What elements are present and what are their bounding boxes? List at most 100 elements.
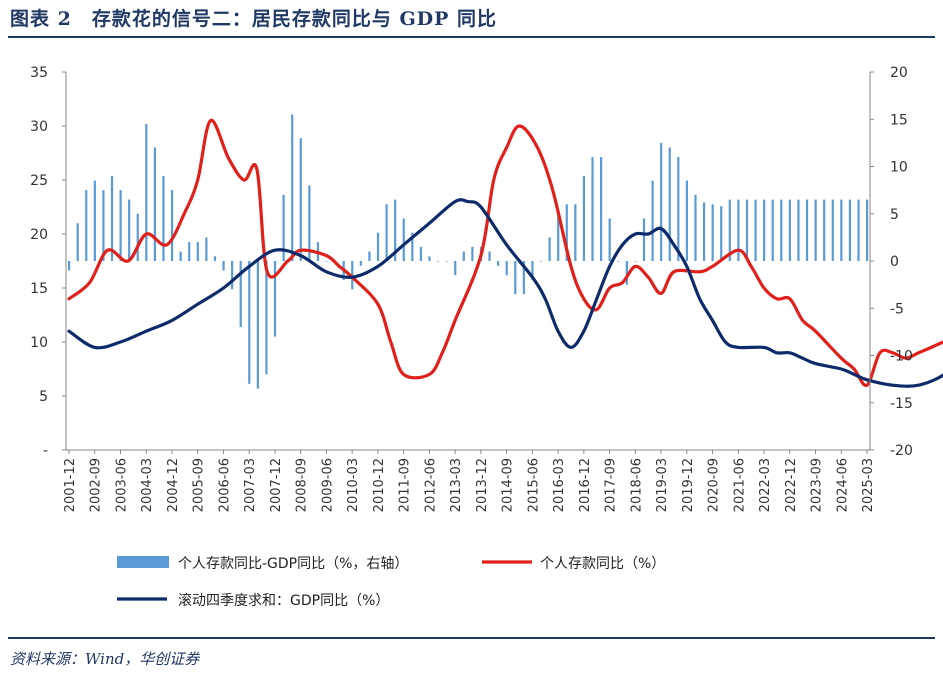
bar-mark: [565, 204, 568, 261]
bar-mark: [625, 261, 628, 285]
bar-series: [68, 114, 869, 389]
bar-mark: [273, 261, 277, 337]
bar-mark: [282, 194, 285, 261]
bar-mark: [763, 199, 766, 261]
bar-mark: [196, 242, 199, 261]
bar-mark: [231, 261, 234, 290]
bar-mark: [419, 246, 423, 261]
axes: -5101520253035-20-15-10-5051015202001-12…: [30, 65, 913, 512]
bar-mark: [205, 237, 208, 261]
right-tick-label: -10: [890, 349, 913, 365]
x-tick-label: 2018-06: [629, 458, 644, 512]
bar-mark: [617, 261, 620, 262]
bar-mark: [102, 190, 105, 261]
x-tick-label: 2013-12: [475, 458, 490, 512]
bar-mark: [642, 218, 646, 261]
x-tick-label: 2010-03: [346, 458, 361, 512]
x-tick-label: 2017-09: [604, 458, 619, 512]
gdp-yoy-line: [67, 198, 943, 388]
bar-mark: [299, 138, 302, 261]
bar-mark: [557, 213, 560, 261]
x-tick-label: 2023-09: [810, 458, 825, 512]
bar-mark: [411, 232, 414, 261]
left-tick-label: 35: [30, 65, 48, 81]
bar-mark: [170, 190, 174, 261]
bar-mark: [548, 237, 551, 261]
bar-mark: [848, 199, 852, 261]
bar-mark: [436, 261, 440, 262]
right-tick-label: -20: [890, 443, 913, 459]
bar-mark: [162, 175, 165, 261]
bar-mark: [291, 114, 294, 262]
x-tick-label: 2013-03: [449, 458, 464, 512]
bar-mark: [359, 261, 362, 266]
legend: 个人存款同比-GDP同比（%，右轴） 个人存款同比（%） 滚动四季度求和：GDP同比…: [117, 556, 665, 609]
bar-mark: [136, 213, 139, 261]
bar-mark: [591, 157, 594, 261]
bar-mark: [239, 261, 242, 328]
bar-mark: [728, 199, 731, 261]
bar-mark: [651, 180, 654, 261]
bar-mark: [376, 232, 380, 261]
x-tick-label: 2003-06: [114, 458, 129, 512]
bar-mark: [179, 251, 182, 261]
bar-mark: [539, 261, 543, 262]
bar-mark: [668, 147, 671, 261]
bar-mark: [471, 246, 474, 261]
bar-mark: [385, 204, 388, 261]
x-tick-label: 2004-03: [140, 458, 155, 512]
bar-mark: [857, 199, 860, 261]
bar-mark: [394, 199, 397, 261]
source-rule: [8, 637, 935, 639]
x-tick-label: 2012-06: [423, 458, 438, 512]
x-tick-label: 2008-09: [295, 458, 310, 512]
bar-mark: [866, 199, 869, 261]
bar-mark: [488, 251, 491, 261]
right-tick-label: 15: [890, 112, 908, 128]
x-tick-label: 2019-03: [655, 458, 670, 512]
bar-mark: [608, 218, 611, 261]
bar-mark: [222, 261, 225, 271]
bar-mark: [68, 261, 71, 271]
bar-mark: [110, 175, 114, 261]
bar-mark: [805, 199, 809, 261]
right-tick-label: 0: [890, 254, 899, 270]
bar-mark: [720, 206, 723, 261]
left-tick-label: 15: [30, 281, 48, 297]
bar-mark: [256, 261, 259, 389]
bar-mark: [600, 157, 603, 261]
bar-mark: [265, 261, 268, 375]
bar-mark: [213, 256, 217, 261]
x-tick-label: 2016-12: [578, 458, 593, 512]
bar-mark: [694, 194, 697, 261]
bar-mark: [823, 199, 826, 261]
x-tick-label: 2014-09: [501, 458, 516, 512]
bar-mark: [737, 199, 740, 261]
bar-mark: [462, 251, 465, 261]
bar-mark: [634, 261, 637, 262]
x-tick-label: 2024-06: [835, 458, 850, 512]
left-tick-label: 5: [39, 389, 48, 405]
bar-mark: [325, 261, 328, 262]
bar-mark: [771, 199, 774, 261]
x-tick-label: 2010-12: [372, 458, 387, 512]
right-tick-label: -15: [890, 396, 913, 412]
bar-mark: [402, 218, 405, 261]
title-rule: [8, 36, 935, 38]
x-tick-label: 2001-12: [63, 458, 78, 512]
bar-mark: [93, 180, 96, 261]
bar-mark: [454, 261, 457, 276]
bar-mark: [514, 261, 517, 295]
bar-mark: [505, 261, 508, 276]
bar-mark: [754, 199, 757, 261]
bar-mark: [428, 256, 431, 261]
x-tick-label: 2007-03: [243, 458, 258, 512]
x-tick-label: 2011-09: [398, 458, 413, 512]
line-series: [67, 118, 943, 388]
x-tick-label: 2019-12: [681, 458, 696, 512]
right-tick-label: 10: [890, 160, 908, 176]
bar-mark: [497, 261, 500, 266]
bar-mark: [368, 251, 371, 261]
bar-mark: [574, 204, 577, 261]
